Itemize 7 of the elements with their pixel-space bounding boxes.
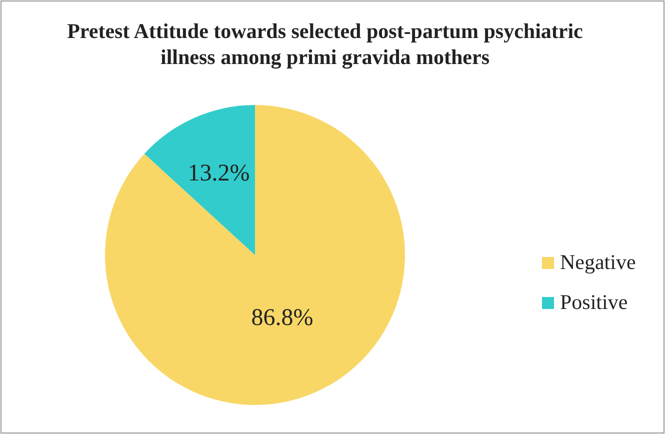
chart-title: Pretest Attitude towards selected post-partum psychiatric illness among primi gravida mothers xyxy=(67,19,583,69)
pie-slice xyxy=(144,105,255,255)
data-label: 86.8% xyxy=(251,304,314,331)
pie-slice xyxy=(105,105,405,405)
data-label: 13.2% xyxy=(188,160,250,187)
legend-label: Negative xyxy=(560,250,636,274)
legend-label: Positive xyxy=(560,290,628,314)
